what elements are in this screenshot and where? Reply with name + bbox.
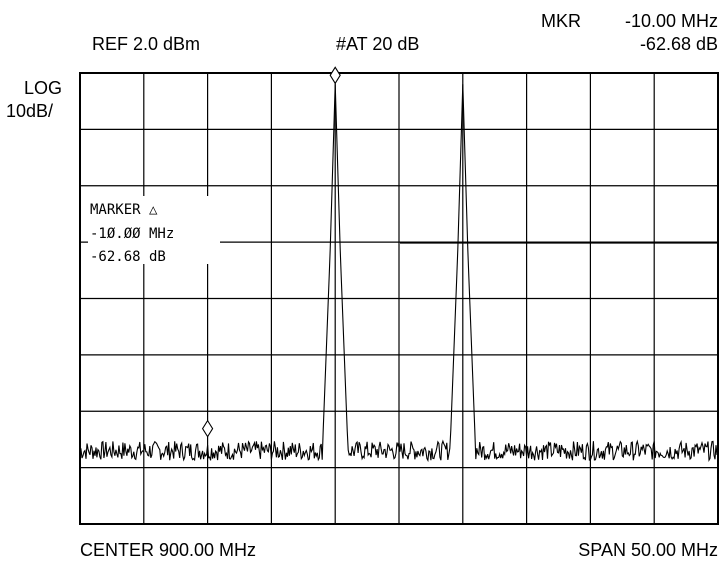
trace-layer: [79, 84, 719, 463]
scale-mode: LOG: [24, 78, 63, 98]
marker-layer: [201, 66, 341, 438]
attenuation: #AT 20 dB: [336, 34, 420, 54]
delta-marker-diamond: [201, 419, 214, 438]
scale-per-division: 10dB/: [6, 101, 54, 121]
marker-label: MKR: [541, 11, 581, 31]
marker-level: -62.68 dB: [639, 34, 718, 54]
span: SPAN 50.00 MHz: [578, 540, 718, 560]
ref-level: REF 2.0 dBm: [92, 34, 201, 54]
spectrum-trace: [79, 84, 719, 463]
center-frequency: CENTER 900.00 MHz: [80, 540, 257, 560]
marker-box-line-2: -1Ø.ØØ MHz: [90, 226, 174, 242]
display-border: [79, 72, 719, 525]
marker-box-background: [88, 196, 220, 264]
marker-frequency: -10.00 MHz: [624, 11, 718, 31]
marker-box-line-1: MARKER △: [90, 202, 158, 218]
reference-marker-diamond: [329, 66, 341, 85]
marker-box-line-3: -62.68 dB: [90, 249, 166, 265]
